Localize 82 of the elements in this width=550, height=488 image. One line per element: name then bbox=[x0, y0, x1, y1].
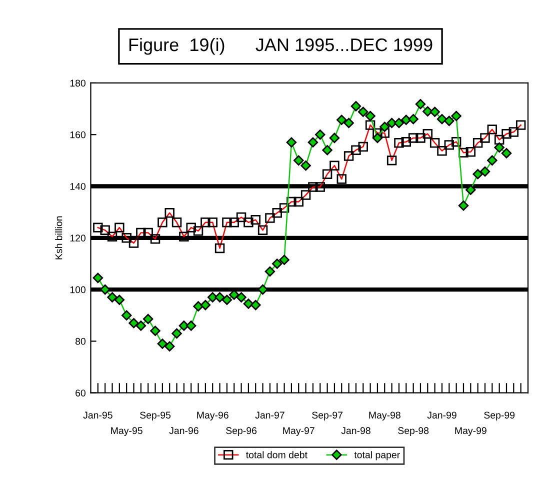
point bbox=[222, 294, 232, 305]
point bbox=[157, 338, 168, 349]
point bbox=[350, 101, 362, 112]
y-tick-label: 140 bbox=[70, 182, 86, 190]
point bbox=[365, 110, 376, 122]
point bbox=[236, 292, 246, 302]
x-tick-label: Sep-98 bbox=[398, 427, 429, 436]
point bbox=[422, 106, 433, 116]
x-tick-label: Jan-99 bbox=[427, 412, 456, 419]
x-tick-label: Jan-97 bbox=[255, 412, 284, 419]
point bbox=[250, 300, 261, 310]
point bbox=[444, 116, 454, 126]
x-tick-label: Jan-98 bbox=[341, 427, 370, 434]
point bbox=[386, 118, 397, 128]
point bbox=[114, 294, 125, 305]
point bbox=[436, 114, 448, 124]
point bbox=[286, 137, 297, 148]
point bbox=[480, 166, 490, 177]
point bbox=[451, 110, 462, 122]
point bbox=[193, 301, 204, 312]
point bbox=[380, 122, 390, 132]
point bbox=[501, 148, 512, 158]
point bbox=[358, 106, 368, 117]
y-tick-label: 60 bbox=[76, 390, 86, 396]
point bbox=[121, 310, 132, 320]
legend-label: total paper bbox=[354, 451, 400, 460]
chart-title: Figure 19(i) JAN 1995...DEC 1999 bbox=[129, 38, 432, 55]
point bbox=[401, 114, 412, 125]
x-tick-label: Sep-99 bbox=[484, 412, 515, 420]
point bbox=[107, 292, 118, 302]
point bbox=[279, 254, 290, 265]
point bbox=[430, 106, 440, 117]
point bbox=[172, 328, 182, 339]
point bbox=[164, 341, 175, 352]
y-tick-label: 80 bbox=[76, 338, 86, 345]
x-tick-label: Sep-95 bbox=[140, 412, 171, 420]
point bbox=[315, 129, 326, 140]
point bbox=[264, 266, 276, 277]
x-tick-label: May-98 bbox=[369, 412, 400, 420]
point bbox=[487, 155, 498, 166]
point bbox=[344, 118, 354, 128]
point bbox=[466, 184, 476, 195]
point bbox=[308, 137, 318, 148]
point bbox=[394, 118, 404, 128]
x-tick-label: May-99 bbox=[455, 427, 486, 436]
point bbox=[415, 99, 426, 110]
y-axis-title: Ksh billion bbox=[55, 216, 62, 260]
point bbox=[207, 292, 218, 302]
point bbox=[272, 258, 282, 269]
point bbox=[92, 272, 104, 284]
point bbox=[336, 114, 347, 125]
point bbox=[214, 292, 225, 302]
point bbox=[150, 326, 160, 336]
point bbox=[136, 320, 146, 331]
point bbox=[458, 200, 469, 211]
point bbox=[322, 144, 332, 156]
y-tick-label: 180 bbox=[70, 80, 86, 87]
point bbox=[228, 290, 240, 300]
point bbox=[472, 169, 483, 180]
point bbox=[300, 160, 311, 171]
y-tick-label: 120 bbox=[70, 234, 86, 242]
point bbox=[200, 300, 211, 310]
point bbox=[142, 314, 154, 324]
point bbox=[258, 284, 268, 295]
x-tick-label: May-96 bbox=[197, 412, 228, 420]
x-tick-label: May-95 bbox=[111, 427, 142, 436]
point bbox=[408, 114, 418, 124]
point bbox=[372, 132, 383, 144]
point bbox=[243, 298, 254, 309]
point bbox=[329, 132, 340, 144]
x-tick-label: May-97 bbox=[283, 427, 314, 436]
point bbox=[494, 142, 504, 153]
y-tick-label: 100 bbox=[70, 286, 86, 294]
y-tick-label: 160 bbox=[70, 131, 86, 138]
x-tick-label: Jan-95 bbox=[83, 412, 112, 419]
point bbox=[128, 318, 139, 328]
x-tick-label: Sep-96 bbox=[226, 427, 257, 436]
point bbox=[294, 155, 304, 166]
x-tick-label: Jan-96 bbox=[169, 427, 198, 434]
legend-label: total dom debt bbox=[246, 451, 308, 458]
point bbox=[186, 320, 196, 331]
x-tick-label: Sep-97 bbox=[312, 412, 342, 420]
